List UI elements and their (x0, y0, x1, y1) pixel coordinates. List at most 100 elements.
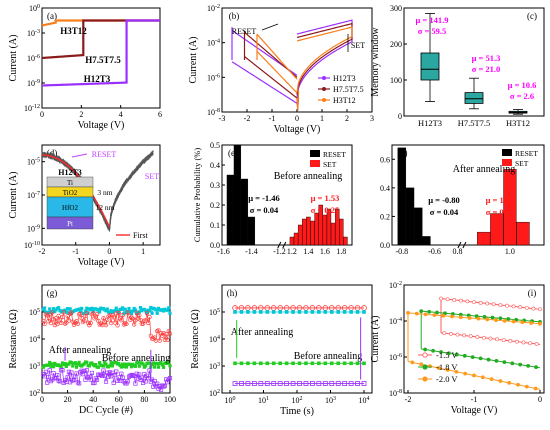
series-line-H3T12 (256, 33, 298, 80)
legend-label: First (133, 231, 148, 240)
data-point (528, 341, 533, 346)
data-point (435, 310, 439, 315)
data-point (98, 310, 102, 314)
data-point (342, 361, 347, 366)
data-point (423, 312, 428, 317)
data-point (77, 381, 82, 386)
data-point (63, 308, 67, 312)
x-tick-label: 80 (140, 395, 148, 404)
series-line--1.5 V (440, 298, 541, 310)
legend-swatch (502, 159, 512, 166)
annotation-after: After annealing (49, 345, 111, 356)
data-point (323, 310, 328, 314)
data-point (164, 377, 169, 382)
panel-b: (b) -3 -2 -1 0 1 2 3 10-8 10-6 10-4 10-2 Voltage (V)… (188, 4, 374, 135)
bar-set (314, 212, 319, 246)
legend-label: RESET (515, 149, 538, 158)
data-point (144, 309, 148, 313)
x-tick-label: 0 (40, 110, 44, 119)
data-point (115, 323, 120, 328)
data-point (59, 320, 64, 326)
data-point (349, 310, 353, 314)
series-line-H12T3 (41, 19, 160, 87)
data-point (104, 309, 108, 313)
bar-reset (226, 174, 235, 246)
y-axis-label: Current (A) (8, 172, 19, 219)
data-point (362, 310, 366, 314)
data-point (73, 361, 77, 365)
data-point (452, 298, 457, 302)
data-point (50, 310, 54, 314)
data-point (162, 365, 166, 369)
legend-label: -2.0 V (436, 374, 458, 384)
data-point (136, 360, 140, 364)
data-point (245, 381, 251, 386)
data-point (43, 369, 48, 374)
stat-mu: μ = 1.02 (486, 195, 515, 205)
data-point (475, 335, 480, 339)
data-point (96, 307, 100, 312)
data-point (502, 360, 507, 365)
data-point (50, 310, 55, 315)
data-point (106, 374, 111, 379)
data-point (102, 373, 107, 378)
tick-label: 103 (29, 362, 40, 371)
data-point (265, 310, 270, 314)
data-point (533, 386, 538, 391)
tick-label: 10-9 (27, 224, 40, 233)
data-point (462, 333, 467, 338)
tick-label: 104 (209, 335, 220, 344)
series-line-H7.5T7.5 (41, 19, 160, 60)
tick-label: 10-4 (207, 39, 220, 48)
data-point (119, 318, 124, 323)
tick-label: 102 (29, 389, 40, 398)
series-line--2.0 V (407, 312, 541, 325)
legend-marker (322, 98, 326, 102)
data-point (447, 351, 451, 356)
bar-set (343, 236, 348, 246)
tick-label: 10-3 (27, 29, 40, 38)
data-point (119, 365, 123, 369)
data-point (93, 314, 98, 319)
data-point (526, 364, 531, 368)
stat-sigma: σ = 0.04 (250, 205, 279, 215)
data-point (233, 310, 237, 314)
bar-set (293, 232, 299, 246)
data-point (441, 313, 446, 318)
data-point (290, 381, 296, 386)
series-label: H3T12 (60, 26, 87, 36)
data-point (59, 365, 63, 369)
x-tick-label: 6 (158, 110, 162, 119)
x-tick-label: 20 (64, 395, 72, 404)
data-point (162, 309, 166, 313)
legend-marker (422, 352, 428, 358)
annotation-set: SET (145, 172, 159, 181)
data-point (134, 310, 139, 316)
data-point (89, 312, 95, 317)
data-point (155, 311, 159, 315)
data-point (69, 360, 74, 365)
data-point (489, 377, 494, 382)
data-point (56, 313, 61, 319)
bar-set (310, 220, 315, 246)
data-point (158, 387, 164, 392)
tick-label: 10-8 (207, 108, 220, 117)
x-tick-label: 4 (119, 110, 123, 119)
data-point (310, 310, 315, 314)
panel-h: (h) 100 101 102 103 104 102 103 104 105 Time (s) Re… (190, 284, 373, 417)
y-tick-label: 0 (398, 112, 402, 121)
data-point (51, 365, 56, 369)
data-point (329, 381, 335, 386)
data-point (44, 313, 50, 318)
legend-marker (422, 376, 428, 382)
data-point (538, 321, 542, 326)
data-point (90, 306, 94, 310)
y-axis-label: Current (A) (188, 37, 199, 84)
box-H7.5T7.5 (464, 92, 484, 104)
x-axis-label: Voltage (V) (274, 124, 321, 135)
data-point (110, 364, 114, 368)
data-point (49, 364, 53, 368)
tick-label: 10-9 (27, 79, 40, 88)
data-point (105, 307, 109, 311)
data-point (84, 311, 89, 316)
